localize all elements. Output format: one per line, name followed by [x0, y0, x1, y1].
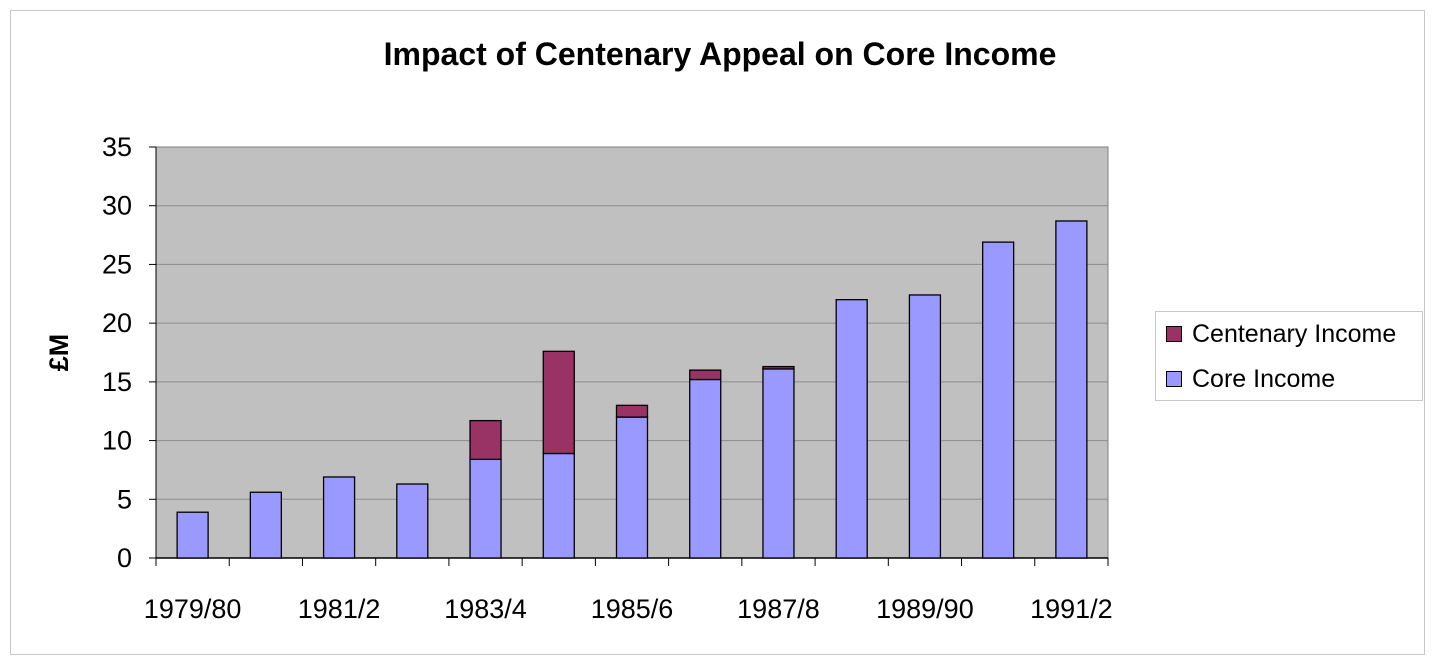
y-tick-label: 20	[102, 308, 132, 338]
bar-core-income	[1055, 220, 1088, 559]
bar-centenary-income	[542, 350, 575, 455]
x-tick-label: 1979/80	[144, 594, 242, 624]
x-tick-label: 1987/8	[737, 594, 820, 624]
y-tick-label: 30	[102, 191, 132, 221]
y-tick-label: 5	[117, 484, 132, 514]
y-tick-label: 35	[102, 132, 132, 162]
y-tick-label: 0	[117, 543, 132, 573]
bar-core-income	[689, 378, 722, 559]
x-tick-label: 1989/90	[876, 594, 974, 624]
bar-core-income	[396, 483, 429, 559]
legend-swatch-centenary-income	[1166, 326, 1182, 342]
bar-core-income	[469, 458, 502, 559]
legend-item-centenary-income: Centenary Income	[1166, 319, 1396, 349]
bar-core-income	[176, 511, 209, 559]
bar-centenary-income	[469, 419, 502, 461]
legend-label-centenary-income: Centenary Income	[1192, 319, 1397, 348]
y-axis-label: £M	[44, 334, 74, 372]
x-tick-label: 1981/2	[298, 594, 381, 624]
bar-core-income	[982, 241, 1015, 559]
legend-item-core-income: Core Income	[1166, 364, 1335, 394]
x-tick-label: 1991/2	[1030, 594, 1113, 624]
x-tick-label: 1985/6	[591, 594, 674, 624]
bar-core-income	[762, 368, 795, 559]
bar-core-income	[322, 476, 356, 559]
legend-swatch-core-income	[1166, 371, 1182, 387]
bar-centenary-income	[615, 404, 649, 418]
x-tick-label: 1983/4	[444, 594, 527, 624]
y-tick-label: 15	[102, 367, 132, 397]
legend-label-core-income: Core Income	[1192, 364, 1336, 393]
bar-centenary-income	[689, 369, 722, 381]
bar-core-income	[542, 452, 575, 559]
chart-title: Impact of Centenary Appeal on Core Incom…	[383, 36, 1057, 72]
bar-centenary-income	[762, 365, 795, 370]
y-tick-label: 10	[102, 426, 132, 456]
bar-core-income	[249, 491, 282, 559]
bar-core-income	[835, 299, 868, 559]
y-tick-label: 25	[102, 249, 132, 279]
bar-core-income	[908, 294, 942, 559]
bar-core-income	[615, 416, 649, 559]
legend: Centenary Income Core Income	[1155, 311, 1423, 401]
